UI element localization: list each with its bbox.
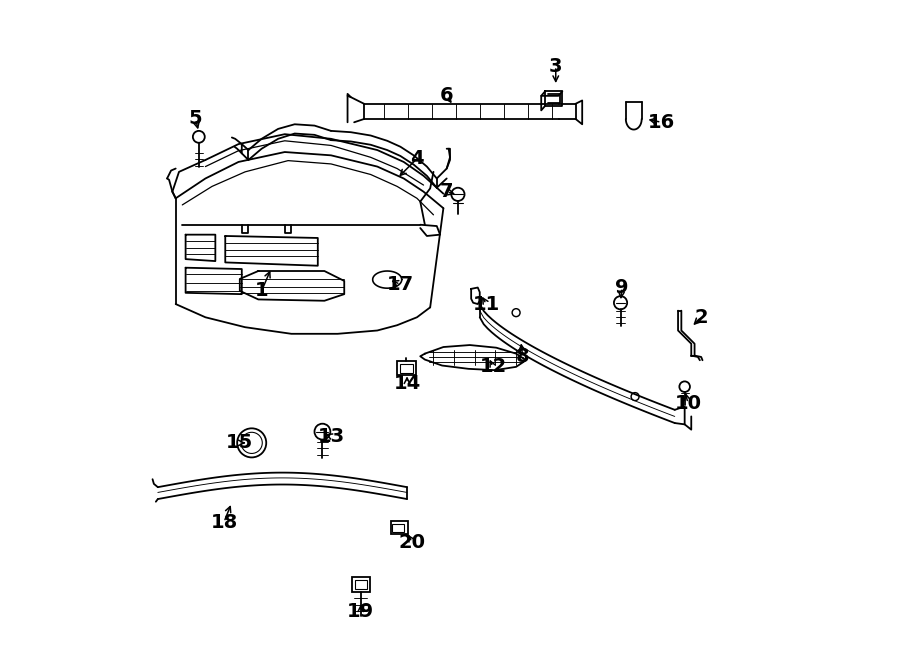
Text: 3: 3: [549, 57, 562, 75]
Bar: [397, 361, 416, 375]
Text: 7: 7: [440, 182, 454, 201]
Text: 13: 13: [318, 427, 345, 446]
Text: 9: 9: [615, 278, 628, 297]
Bar: [400, 364, 413, 373]
Text: 11: 11: [472, 295, 500, 313]
Text: 10: 10: [674, 394, 701, 412]
Bar: [352, 577, 370, 592]
Bar: [355, 580, 366, 589]
Text: 14: 14: [393, 374, 420, 393]
Text: 1: 1: [255, 282, 268, 300]
Text: 15: 15: [226, 434, 254, 452]
Text: 12: 12: [480, 358, 507, 376]
Text: 2: 2: [695, 308, 708, 327]
Text: 18: 18: [211, 513, 238, 531]
Text: 16: 16: [648, 113, 675, 132]
Text: 6: 6: [440, 87, 454, 105]
Text: 4: 4: [410, 149, 424, 168]
Text: 8: 8: [516, 348, 529, 366]
Bar: [391, 521, 408, 534]
Text: 19: 19: [347, 602, 374, 621]
Text: 20: 20: [399, 533, 426, 551]
Bar: [392, 524, 404, 532]
Text: 17: 17: [387, 275, 414, 293]
Text: 5: 5: [189, 110, 202, 128]
